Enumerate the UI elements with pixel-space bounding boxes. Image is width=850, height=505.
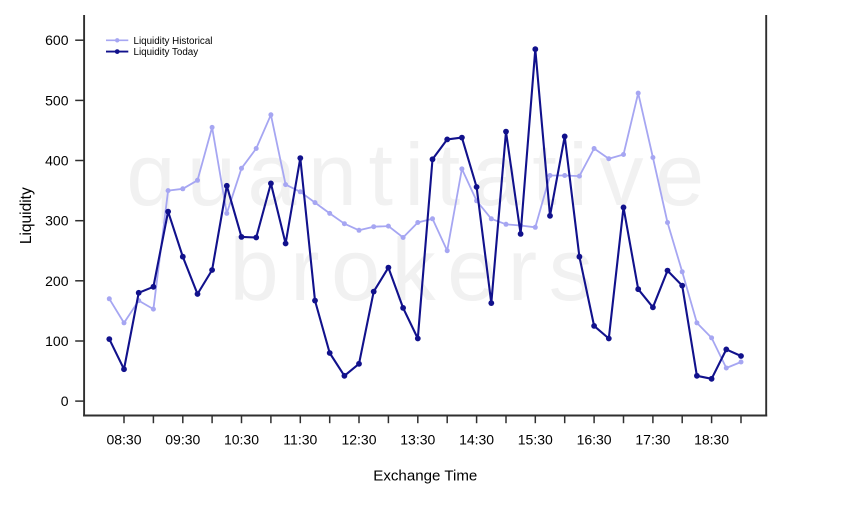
svg-text:10:30: 10:30	[224, 432, 259, 448]
svg-text:13:30: 13:30	[400, 432, 435, 448]
svg-text:300: 300	[45, 213, 69, 229]
svg-text:Exchange Time: Exchange Time	[373, 468, 477, 485]
svg-text:17:30: 17:30	[635, 432, 670, 448]
svg-text:Liquidity Today: Liquidity Today	[134, 47, 199, 58]
svg-text:0: 0	[61, 393, 69, 409]
svg-text:Liquidity: Liquidity	[18, 187, 35, 244]
svg-text:15:30: 15:30	[518, 432, 553, 448]
svg-text:09:30: 09:30	[165, 432, 200, 448]
svg-text:500: 500	[45, 92, 69, 108]
svg-text:16:30: 16:30	[577, 432, 612, 448]
svg-text:600: 600	[45, 32, 69, 48]
svg-text:08:30: 08:30	[106, 432, 141, 448]
svg-text:200: 200	[45, 273, 69, 289]
svg-text:brokers: brokers	[230, 220, 605, 319]
svg-text:11:30: 11:30	[283, 432, 317, 448]
svg-text:Liquidity Historical: Liquidity Historical	[134, 36, 213, 47]
svg-text:100: 100	[45, 333, 69, 349]
svg-text:400: 400	[45, 153, 69, 169]
svg-text:12:30: 12:30	[341, 432, 376, 448]
svg-text:14:30: 14:30	[459, 432, 494, 448]
svg-text:18:30: 18:30	[694, 432, 729, 448]
